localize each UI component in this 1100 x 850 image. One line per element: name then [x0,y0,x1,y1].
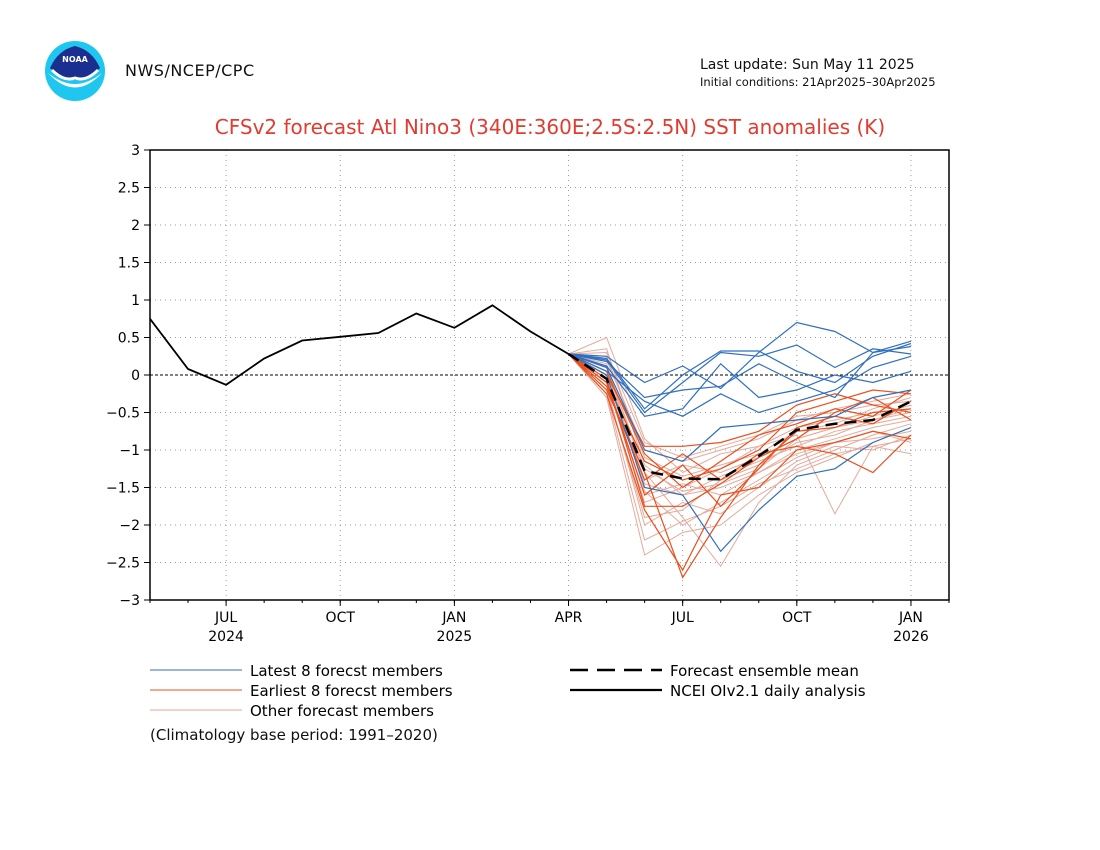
other-member-line [568,353,912,568]
x-tick-year-label: 2024 [208,629,244,645]
latest-member-line [568,353,912,553]
x-tick-year-label: 2026 [893,629,929,645]
y-tick-label: 1.5 [118,256,140,272]
noaa-logo: NOAA [44,40,106,102]
earliest-member-line [568,353,912,489]
legend-label: NCEI OIv2.1 daily analysis [670,682,866,700]
earliest-member-line [568,353,912,572]
x-tick-year-label: 2025 [437,629,473,645]
y-tick-label: −1.5 [106,481,140,497]
legend-layer: Latest 8 forecst members Earliest 8 forec… [150,662,866,720]
x-tick-label: OCT [782,610,812,626]
latest-member-line [568,353,912,417]
y-tick-label: 3 [131,143,140,159]
earliest-member-line [568,353,912,447]
other-member-line [568,353,912,492]
initial-conditions: Initial conditions: 21Apr2025–30Apr2025 [700,75,936,89]
y-tick-label: −1 [119,443,140,459]
x-tick-label: JUL [671,610,694,626]
y-tick-label: 0.5 [118,331,140,347]
y-tick-label: 1 [131,293,140,309]
x-tick-label: JAN [898,610,923,626]
other-member-line [568,353,912,526]
y-tick-label: −3 [119,593,140,609]
earliest-member-line [568,353,912,481]
chart-title: CFSv2 forecast Atl Nino3 (340E:360E;2.5S… [214,115,886,139]
latest-members-layer [568,321,912,553]
x-tick-label: JUL [214,610,237,626]
plot-frame [149,149,950,601]
observed-line [149,304,569,386]
other-member-line [568,353,912,541]
y-tick-label: −0.5 [106,406,140,422]
other-member-line [568,351,912,459]
y-tick-label: 2.5 [118,181,140,197]
legend-label: Forecast ensemble mean [670,662,859,680]
earliest-members-layer [568,353,912,579]
y-tick-label: 2 [131,218,140,234]
climatology-note: (Climatology base period: 1991–2020) [150,726,438,744]
latest-member-line [568,342,912,410]
latest-member-line [568,345,912,399]
earliest-member-line [568,353,912,507]
grid-layer [150,150,949,600]
axis-layer: −3 −2.5 −2 −1.5 −1 −0.5 0 0.5 1 1.5 2 2.5 3 JUL 2024 OC… [106,143,950,645]
y-tick-label: −2 [119,518,140,534]
y-tick-label: 0 [131,368,140,384]
last-update: Last update: Sun May 11 2025 [700,57,915,73]
noaa-logo-icon: NOAA [45,41,105,101]
observed-and-mean-layer [149,304,912,481]
y-tick-label: −2.5 [106,556,140,572]
earliest-member-line [568,353,912,481]
latest-member-line [568,321,912,390]
x-tick-label: APR [555,610,583,626]
legend-label: Earliest 8 forecst members [250,682,453,700]
x-tick-label: OCT [326,610,356,626]
logo-text: NOAA [62,55,88,64]
legend-label: Latest 8 forecst members [250,662,443,680]
latest-member-line [568,353,912,462]
legend-label: Other forecast members [250,702,434,720]
earliest-member-line [568,353,912,508]
agency-label: NWS/NCEP/CPC [125,61,255,80]
x-tick-label: JAN [441,610,466,626]
ensemble-mean-line [567,352,912,481]
